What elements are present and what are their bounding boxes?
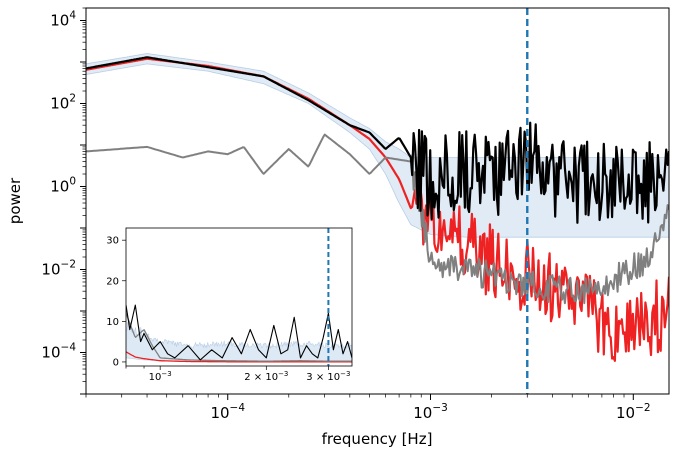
x-axis-label: frequency [Hz]: [322, 430, 433, 448]
inset-x-tick-label: 3 × 10−3: [306, 370, 350, 383]
inset-y-tick-label: 20: [106, 276, 119, 287]
x-tick-label: 10−2: [616, 402, 651, 422]
inset-series-window: [126, 312, 352, 362]
y-tick-label: 104: [50, 9, 76, 29]
y-tick-label: 100: [50, 175, 76, 195]
y-axis-label: power: [6, 177, 24, 224]
y-tick-label: 102: [50, 92, 76, 112]
inset-series-model: [126, 351, 352, 363]
inset-axes-frame: [125, 227, 353, 367]
y-tick-label: 10−4: [41, 341, 76, 361]
inset-x-tick-label: 10−3: [149, 370, 172, 383]
inset-y-tick-label: 30: [106, 236, 119, 247]
series-window: [86, 133, 669, 305]
inset-series-data: [126, 304, 352, 361]
y-tick-label: 10−2: [41, 258, 76, 278]
confidence-band: [86, 53, 669, 238]
inset-x-tick-label: 2 × 10−3: [244, 370, 288, 383]
x-tick-label: 10−4: [210, 402, 245, 422]
series-data: [86, 56, 669, 224]
inset-axes: 10−3 2 × 10−3 3 × 10−3 0 10 20 30: [106, 236, 350, 383]
main-plot-area: [86, 8, 669, 394]
inset-plot-area: [126, 228, 352, 366]
main-axes-frame: [85, 7, 670, 395]
inset-y-tick-label: 0: [113, 357, 119, 368]
inset-y-tick-label: 10: [106, 317, 119, 328]
x-tick-label: 10−3: [413, 402, 448, 422]
